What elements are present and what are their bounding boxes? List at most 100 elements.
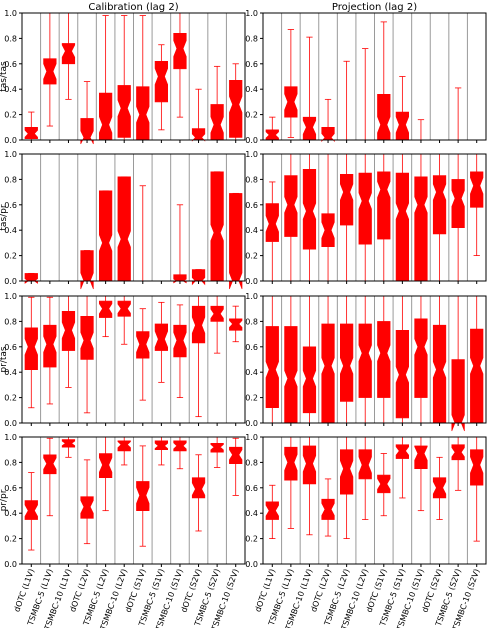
panel-8-ytick-label: 1.0	[245, 433, 258, 442]
panel-3-ytick-label: 0.4	[4, 226, 17, 235]
panel-7-box	[210, 443, 224, 453]
panel-3-frame	[21, 153, 246, 282]
panel-7-box	[43, 454, 57, 475]
panel-3-box	[229, 193, 243, 290]
panel-4-box	[451, 179, 465, 228]
panel-4-ytick-label: 0.6	[245, 201, 258, 210]
panel-1-box	[229, 80, 243, 138]
panel-4-box	[470, 171, 484, 208]
panel-6-box	[284, 326, 298, 424]
panel-5-ytick-label: 1.0	[4, 292, 17, 301]
panel-8-box	[470, 449, 484, 486]
panel-5-box	[43, 324, 57, 368]
panel-4-ytick-label: 1.0	[245, 150, 258, 159]
panel-7-box	[154, 440, 168, 451]
panel-2-ytick-label: 0.0	[245, 136, 258, 145]
panel-5-ytick-label: 0.2	[4, 394, 17, 403]
panel-8-box	[358, 449, 372, 480]
panel-4-ytick-label: 0.0	[245, 277, 258, 286]
panel-8-frame	[262, 436, 487, 565]
panel-2-ytick-label: 0.2	[245, 111, 258, 120]
panel-5-box	[136, 331, 150, 359]
panel-5-box	[210, 305, 224, 322]
panel-4-ytick-label: 0.4	[245, 226, 258, 235]
panel-3-ytick-label: 0.2	[4, 252, 17, 261]
panel-6-box	[451, 359, 465, 432]
panel-6-ytick-label: 0.0	[245, 419, 258, 428]
panel-2-box	[265, 129, 279, 141]
panel-6-box	[414, 318, 428, 398]
panel-7-box	[191, 477, 206, 499]
panel-1-box	[210, 104, 224, 141]
panel-1-ytick-label: 0.4	[4, 85, 17, 94]
panel-1-ylabel: tas/tas	[0, 61, 9, 92]
panel-1-box	[24, 127, 38, 140]
panel-5-ylabel: pr/tas	[0, 346, 9, 372]
panel-1-box	[43, 58, 57, 85]
panel-6-box	[358, 323, 372, 398]
panel-8-ytick-label: 0.2	[245, 535, 258, 544]
panel-7-ytick-label: 1.0	[4, 433, 17, 442]
panel-7-ylabel: pr/pr	[0, 489, 9, 511]
panel-1-box	[154, 60, 168, 103]
panel-7-box	[80, 496, 94, 519]
panel-8-box	[395, 444, 409, 459]
panel-2-ytick-label: 0.4	[245, 85, 258, 94]
panel-3-ytick-label: 0.0	[4, 277, 17, 286]
panel-8-box	[265, 501, 279, 520]
panel-3-ytick-label: 0.6	[4, 201, 17, 210]
panel-4-box	[321, 213, 335, 248]
panel-1-box	[61, 43, 76, 65]
panel-6-ytick-label: 0.2	[245, 394, 258, 403]
panel-8-box	[340, 449, 354, 495]
panel-2-box	[284, 86, 298, 118]
panel-3-box	[210, 171, 224, 282]
panel-5-box	[117, 300, 131, 317]
panel-6-box	[395, 329, 409, 419]
panel-2-box	[395, 111, 409, 141]
panel-7-box	[229, 446, 243, 464]
panel-2-box	[321, 127, 335, 143]
panel-8-box	[432, 477, 447, 499]
panel-7-box	[117, 440, 131, 452]
panel-5-ytick-label: 0.6	[4, 343, 17, 352]
panel-4-box	[432, 175, 447, 235]
panel-7-frame	[21, 436, 246, 565]
panel-2-box	[377, 93, 391, 141]
panel-5-frame	[21, 295, 246, 424]
panel-7-box	[173, 440, 187, 452]
panel-1-box	[173, 33, 187, 70]
panel-8-ytick-label: 0.0	[245, 560, 258, 569]
panel-5-box	[80, 316, 94, 360]
panel-3-box	[99, 190, 113, 282]
panel-3-ytick-label: 0.8	[4, 175, 17, 184]
panel-3-ylabel: tas/pr	[0, 204, 9, 230]
panel-8-ytick-label: 0.6	[245, 484, 258, 493]
panel-6-box	[377, 321, 391, 398]
panel-6-box	[470, 328, 484, 424]
panel-7-box	[24, 500, 38, 520]
panel-5-box	[61, 310, 76, 351]
panel-6-box	[302, 346, 317, 414]
panel-4-box	[302, 168, 317, 250]
panel-5-ytick-label: 0.8	[4, 317, 17, 326]
panel-1-box	[136, 86, 150, 141]
panel-8-box	[377, 474, 391, 494]
panel-4-box	[377, 171, 391, 240]
panel-8-ytick-label: 0.8	[245, 458, 258, 467]
panel-4-ytick-label: 0.8	[245, 175, 258, 184]
panel-5-box	[99, 300, 113, 318]
panel-7-ytick-label: 0.4	[4, 509, 17, 518]
panel-4-box	[395, 172, 409, 282]
panel-1-title: Calibration (lag 2)	[88, 2, 178, 13]
panel-6-ytick-label: 0.8	[245, 317, 258, 326]
panel-1-ytick-label: 0.0	[4, 136, 17, 145]
panel-4-box	[265, 203, 279, 242]
panel-1-ytick-label: 1.0	[4, 9, 17, 18]
panel-6-box	[321, 323, 335, 424]
panel-1-ytick-label: 0.2	[4, 111, 17, 120]
panel-3-ytick-label: 1.0	[4, 150, 17, 159]
panel-8-box	[284, 446, 298, 481]
panel-7-box	[61, 439, 76, 448]
